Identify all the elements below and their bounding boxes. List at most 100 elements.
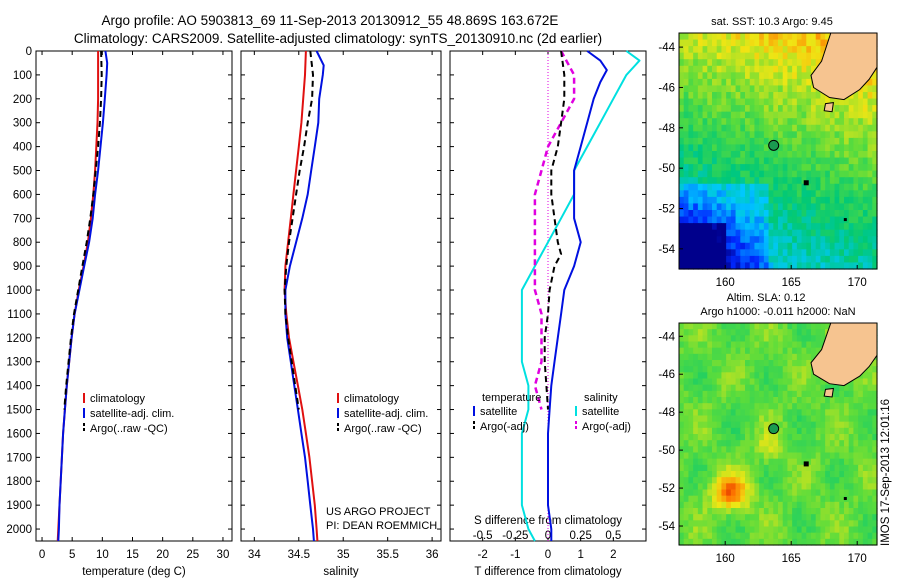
sst-map-cell — [796, 177, 803, 185]
sla-map-cell — [679, 353, 685, 361]
sst-map-cell — [867, 190, 873, 198]
sla-map-cell — [759, 366, 765, 373]
sla-map-cell — [787, 514, 793, 521]
sla-map-cell — [773, 366, 779, 373]
sst-map-cell — [782, 157, 789, 165]
sst-map-cell — [745, 39, 751, 47]
sst-map-cell — [768, 196, 774, 205]
sst-map-cell — [853, 183, 859, 191]
sla-map-cell — [749, 495, 756, 503]
sla-map-cell — [763, 532, 770, 540]
sla-map-cell — [839, 384, 845, 392]
sst-map-cell — [820, 196, 826, 205]
sla-map-cell — [763, 390, 770, 398]
sla-map-cell — [792, 520, 798, 528]
sst-map-cell — [839, 144, 845, 152]
sla-map-cell — [697, 397, 704, 404]
sla-map-cell — [679, 452, 685, 460]
sst-map-cell — [825, 144, 831, 152]
sla-map-cell — [806, 477, 812, 484]
sla-map-cell — [825, 384, 831, 392]
sst-map-cell — [712, 170, 718, 178]
sla-map-cell — [740, 409, 746, 417]
sst-map-cell — [702, 190, 708, 198]
sst-map-cell — [693, 196, 699, 205]
sla-map-cell — [697, 415, 704, 423]
sst-map-cell — [740, 144, 746, 152]
sla-map-cell — [763, 452, 770, 460]
sla-map-cell — [726, 452, 732, 460]
sla-map-cell — [806, 421, 812, 429]
sst-map-cell — [815, 111, 822, 119]
sst-map-cell — [792, 255, 798, 264]
sla-map-cell — [683, 477, 690, 484]
sst-map-cell — [806, 177, 812, 185]
sst-map-cell — [829, 131, 836, 139]
sla-map-argo-position-marker — [768, 423, 780, 435]
sst-map-cell — [792, 33, 798, 41]
sla-map-cell — [811, 483, 817, 491]
sla-map-cell — [858, 434, 864, 441]
sla-map-cell — [707, 421, 713, 429]
sst-map-cell — [712, 203, 718, 211]
sst-map-cell — [829, 203, 836, 211]
sla-map-cell — [867, 390, 873, 398]
sla-map-cell — [716, 514, 723, 521]
sst-map-cell — [778, 223, 784, 231]
sla-map-cell — [825, 458, 831, 466]
sst-map-cell — [693, 52, 699, 60]
sla-map-cell — [792, 440, 798, 447]
sst-map-cell — [844, 144, 850, 152]
sst-map-cell — [683, 137, 690, 146]
sst-map-cell — [806, 111, 812, 119]
sst-map-cell — [721, 144, 727, 152]
sst-map-cell — [825, 157, 831, 165]
sst-map-cell — [721, 111, 727, 119]
sst-map-cell — [745, 105, 751, 113]
sla-map-cell — [688, 378, 694, 386]
sla-map-cell — [716, 360, 723, 367]
sst-map-cell — [707, 65, 713, 73]
legend-label: satellite-adj. clim. — [90, 408, 174, 420]
sla-map-cell — [749, 403, 756, 410]
sla-map-cell — [862, 520, 869, 528]
sla-map-cell — [707, 403, 713, 410]
sla-map-cell — [853, 538, 859, 546]
sla-map-cell — [745, 366, 751, 373]
sla-map-cell — [796, 427, 803, 435]
sla-map-cell — [768, 366, 774, 373]
sla-map-cell — [834, 384, 840, 392]
sla-map-cell — [825, 489, 831, 497]
sst-map-cell — [716, 249, 723, 257]
sla-map-cell — [872, 409, 878, 417]
sla-map-cell — [745, 403, 751, 410]
sla-map-cell — [862, 384, 869, 392]
sla-map-cell — [867, 421, 873, 429]
sla-map-cell — [858, 489, 864, 497]
sla-map-cell — [853, 520, 859, 528]
sst-map-cell — [683, 85, 690, 93]
sla-map-cell — [768, 372, 774, 380]
sst-map-cell — [702, 33, 708, 41]
sst-map-cell — [825, 203, 831, 211]
sla-map-cell — [697, 323, 704, 330]
sst-map-cell — [716, 131, 723, 139]
sla-map-cell — [806, 335, 812, 343]
sst-map-cell — [815, 177, 822, 185]
sla-map-cell — [801, 526, 807, 534]
sst-map-cell — [853, 170, 859, 178]
sla-map-cell — [820, 538, 826, 546]
sst-map-cell — [787, 183, 793, 191]
sst-map-cell — [759, 111, 765, 119]
sla-map-cell — [867, 403, 873, 410]
sst-map-cell — [749, 229, 756, 237]
sla-map-cell — [867, 378, 873, 386]
sla-map-cell — [749, 323, 756, 330]
sst-map-cell — [820, 210, 826, 218]
sla-map-cell — [853, 440, 859, 447]
sst-map-cell — [829, 236, 836, 244]
sla-map-cell — [844, 526, 850, 534]
sst-map-cell — [844, 249, 850, 257]
sla-map-cell — [862, 489, 869, 497]
